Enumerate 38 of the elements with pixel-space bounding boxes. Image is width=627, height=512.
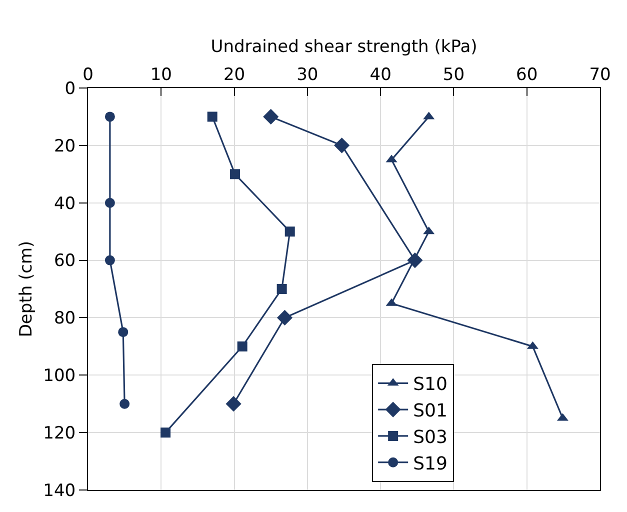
point bbox=[104, 112, 115, 122]
legend-label: S19 bbox=[413, 453, 448, 474]
y-tick-label: 80 bbox=[54, 308, 76, 329]
x-tick-label: 40 bbox=[370, 65, 392, 86]
point bbox=[226, 396, 242, 412]
x-tick-label: 70 bbox=[589, 65, 611, 86]
y-tick-label: 120 bbox=[43, 424, 76, 444]
point bbox=[276, 310, 293, 326]
legend-label: S03 bbox=[413, 426, 448, 448]
x-tick-label: 50 bbox=[442, 65, 465, 86]
point bbox=[118, 327, 128, 338]
y-tick-label: 40 bbox=[54, 194, 76, 214]
y-tick-label: 0 bbox=[64, 78, 76, 99]
y-tick-label: 60 bbox=[54, 251, 76, 272]
x-tick-label: 10 bbox=[150, 65, 172, 86]
y-tick-label: 140 bbox=[43, 480, 76, 501]
point bbox=[104, 255, 115, 266]
point bbox=[237, 341, 248, 352]
point bbox=[207, 112, 218, 122]
point bbox=[407, 252, 423, 268]
x-tick-label: 20 bbox=[223, 65, 246, 86]
point bbox=[120, 398, 130, 409]
x-axis-title: Undrained shear strength (kPa) bbox=[210, 36, 478, 57]
point bbox=[263, 108, 279, 125]
legend-label: S10 bbox=[413, 374, 448, 396]
point bbox=[284, 226, 295, 237]
y-tick-label: 100 bbox=[43, 366, 76, 386]
y-axis-title: Depth (cm) bbox=[16, 240, 37, 338]
x-tick-label: 0 bbox=[82, 65, 94, 86]
point bbox=[160, 428, 171, 438]
x-tick-label: 30 bbox=[296, 65, 318, 86]
y-tick-label: 20 bbox=[54, 136, 76, 156]
point bbox=[104, 198, 115, 208]
point bbox=[334, 138, 350, 154]
x-tick-label: 60 bbox=[516, 65, 538, 86]
legend-label: S01 bbox=[413, 400, 448, 422]
point bbox=[230, 169, 240, 180]
point bbox=[276, 284, 287, 294]
